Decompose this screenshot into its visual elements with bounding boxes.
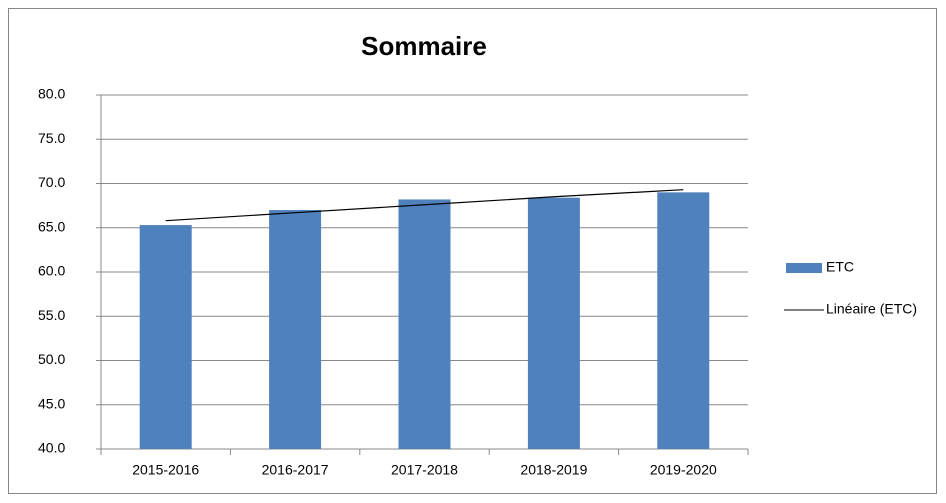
x-tick-label: 2015-2016 (132, 462, 199, 478)
x-tick-label: 2017-2018 (391, 462, 458, 478)
y-tick-label: 65.0 (38, 218, 65, 234)
bar (269, 210, 322, 449)
chart-title: Sommaire (361, 31, 487, 61)
y-tick-label: 70.0 (38, 174, 65, 190)
y-tick-label: 45.0 (38, 395, 65, 411)
x-tick-label: 2016-2017 (262, 462, 329, 478)
y-tick-label: 55.0 (38, 307, 65, 323)
y-tick-label: 80.0 (38, 86, 65, 102)
legend-label: Linéaire (ETC) (826, 301, 917, 317)
bar (657, 192, 710, 449)
x-tick-label: 2018-2019 (520, 462, 587, 478)
legend-label: ETC (826, 259, 854, 275)
bar (398, 199, 451, 449)
y-tick-label: 40.0 (38, 440, 65, 456)
bar (527, 197, 580, 449)
y-tick-label: 60.0 (38, 263, 65, 279)
y-tick-label: 75.0 (38, 130, 65, 146)
x-tick-label: 2019-2020 (650, 462, 717, 478)
trend-line (165, 189, 684, 222)
bar (139, 225, 192, 449)
legend-swatch (786, 263, 822, 273)
y-tick-label: 50.0 (38, 351, 65, 367)
